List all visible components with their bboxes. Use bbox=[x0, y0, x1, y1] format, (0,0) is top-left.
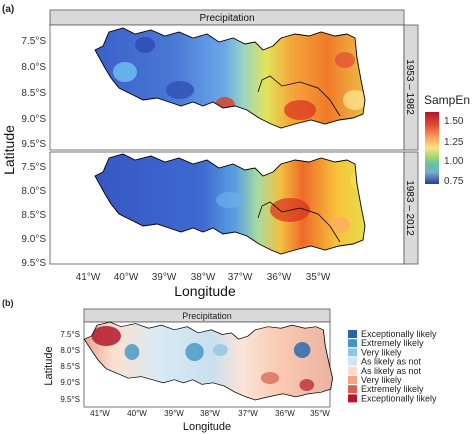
y-tick-label: 9.0°S bbox=[21, 234, 46, 245]
y-tick-label: 8.5°S bbox=[60, 362, 80, 371]
x-tick-label: 41°W bbox=[76, 272, 101, 283]
x-tick-label: 37°W bbox=[238, 409, 258, 418]
x-tick-label: 35°W bbox=[306, 272, 331, 283]
x-tick-label: 38°W bbox=[200, 409, 220, 418]
colorbar-tick: 1.25 bbox=[444, 137, 464, 148]
legend-swatch bbox=[348, 348, 357, 357]
legend-swatch bbox=[348, 357, 357, 366]
legend-label: As likely as not bbox=[361, 357, 422, 367]
legend-swatch bbox=[348, 366, 357, 375]
legend-label: Exceptionally likely bbox=[361, 393, 437, 403]
colorbar-gradient bbox=[425, 112, 439, 184]
panel-a-xlabel: Longitude bbox=[174, 283, 236, 299]
panel-a-strip-text: Precipitation bbox=[199, 13, 254, 24]
facet-2-strip-text: 1983 – 2012 bbox=[404, 180, 415, 236]
y-tick-label: 7.5°S bbox=[60, 330, 80, 339]
y-tick-label: 8.0°S bbox=[21, 186, 46, 197]
x-tick-label: 37°W bbox=[228, 272, 253, 283]
legend-label: Extremely likely bbox=[361, 338, 424, 348]
panel-b-ylabel: Latitude bbox=[43, 346, 55, 385]
y-tick-label: 7.5°S bbox=[21, 162, 46, 173]
panel-b-tag: (b) bbox=[2, 298, 14, 308]
facet-1-strip-text: 1953 – 1982 bbox=[404, 59, 415, 115]
y-tick-label: 8.0°S bbox=[60, 346, 80, 355]
x-tick-label: 39°W bbox=[164, 409, 184, 418]
y-tick-label: 9.5°S bbox=[21, 258, 46, 269]
colorbar-tick: 1.00 bbox=[444, 156, 464, 167]
facet-2-strip bbox=[403, 151, 419, 265]
legend-swatch bbox=[348, 339, 357, 348]
panel-a-ylabel: Latitude bbox=[1, 125, 17, 175]
x-tick-label: 36°W bbox=[275, 409, 295, 418]
panel-a-tag: (a) bbox=[2, 4, 14, 15]
y-tick-label: 9.0°S bbox=[21, 114, 46, 125]
y-tick-label: 7.5°S bbox=[21, 36, 46, 47]
x-tick-label: 36°W bbox=[267, 272, 292, 283]
x-tick-label: 40°W bbox=[127, 409, 147, 418]
panel-a-x-ticks: 41°W 40°W 39°W 38°W 37°W 36°W 35°W bbox=[76, 272, 331, 283]
panel-b-strip-text: Precipitation bbox=[182, 311, 232, 321]
y-tick-label: 8.0°S bbox=[21, 62, 46, 73]
y-tick-label: 9.5°S bbox=[21, 139, 46, 150]
panel-b-xlabel: Longitude bbox=[183, 421, 231, 433]
colorbar-title: SampEn bbox=[424, 93, 470, 107]
legend-swatch bbox=[348, 330, 357, 338]
legend-swatch bbox=[348, 385, 357, 394]
y-tick-label: 8.5°S bbox=[21, 210, 46, 221]
colorbar: SampEn 1.50 1.25 1.00 0.75 bbox=[424, 93, 470, 187]
colorbar-tick: 0.75 bbox=[444, 176, 464, 187]
x-tick-label: 35°W bbox=[310, 409, 330, 418]
y-tick-label: 8.5°S bbox=[21, 88, 46, 99]
panel-a-y-ticks: 7.5°S 8.0°S 8.5°S 9.0°S 9.5°S 7.5°S 8.0°… bbox=[21, 36, 46, 269]
panel-b-y-ticks: 7.5°S 8.0°S 8.5°S 9.0°S 9.5°S bbox=[60, 330, 80, 404]
legend-label: Very likely bbox=[361, 375, 402, 385]
colorbar-tick: 1.50 bbox=[444, 116, 464, 127]
panel-b-x-ticks: 41°W 40°W 39°W 38°W 37°W 36°W 35°W bbox=[90, 409, 330, 418]
x-tick-label: 40°W bbox=[114, 272, 139, 283]
legend-label: Extremely likely bbox=[361, 384, 424, 394]
x-tick-label: 39°W bbox=[152, 272, 177, 283]
legend-swatch bbox=[348, 394, 357, 403]
y-tick-label: 9.0°S bbox=[60, 378, 80, 387]
legend-label: Very likely bbox=[361, 347, 402, 357]
legend-label: As likely as not bbox=[361, 366, 422, 376]
y-tick-label: 9.5°S bbox=[60, 395, 80, 404]
x-tick-label: 38°W bbox=[191, 272, 216, 283]
facet-1-strip bbox=[403, 24, 419, 151]
x-tick-label: 41°W bbox=[90, 409, 110, 418]
legend-label: Exceptionally likely bbox=[361, 329, 437, 339]
legend-swatch bbox=[348, 376, 357, 384]
